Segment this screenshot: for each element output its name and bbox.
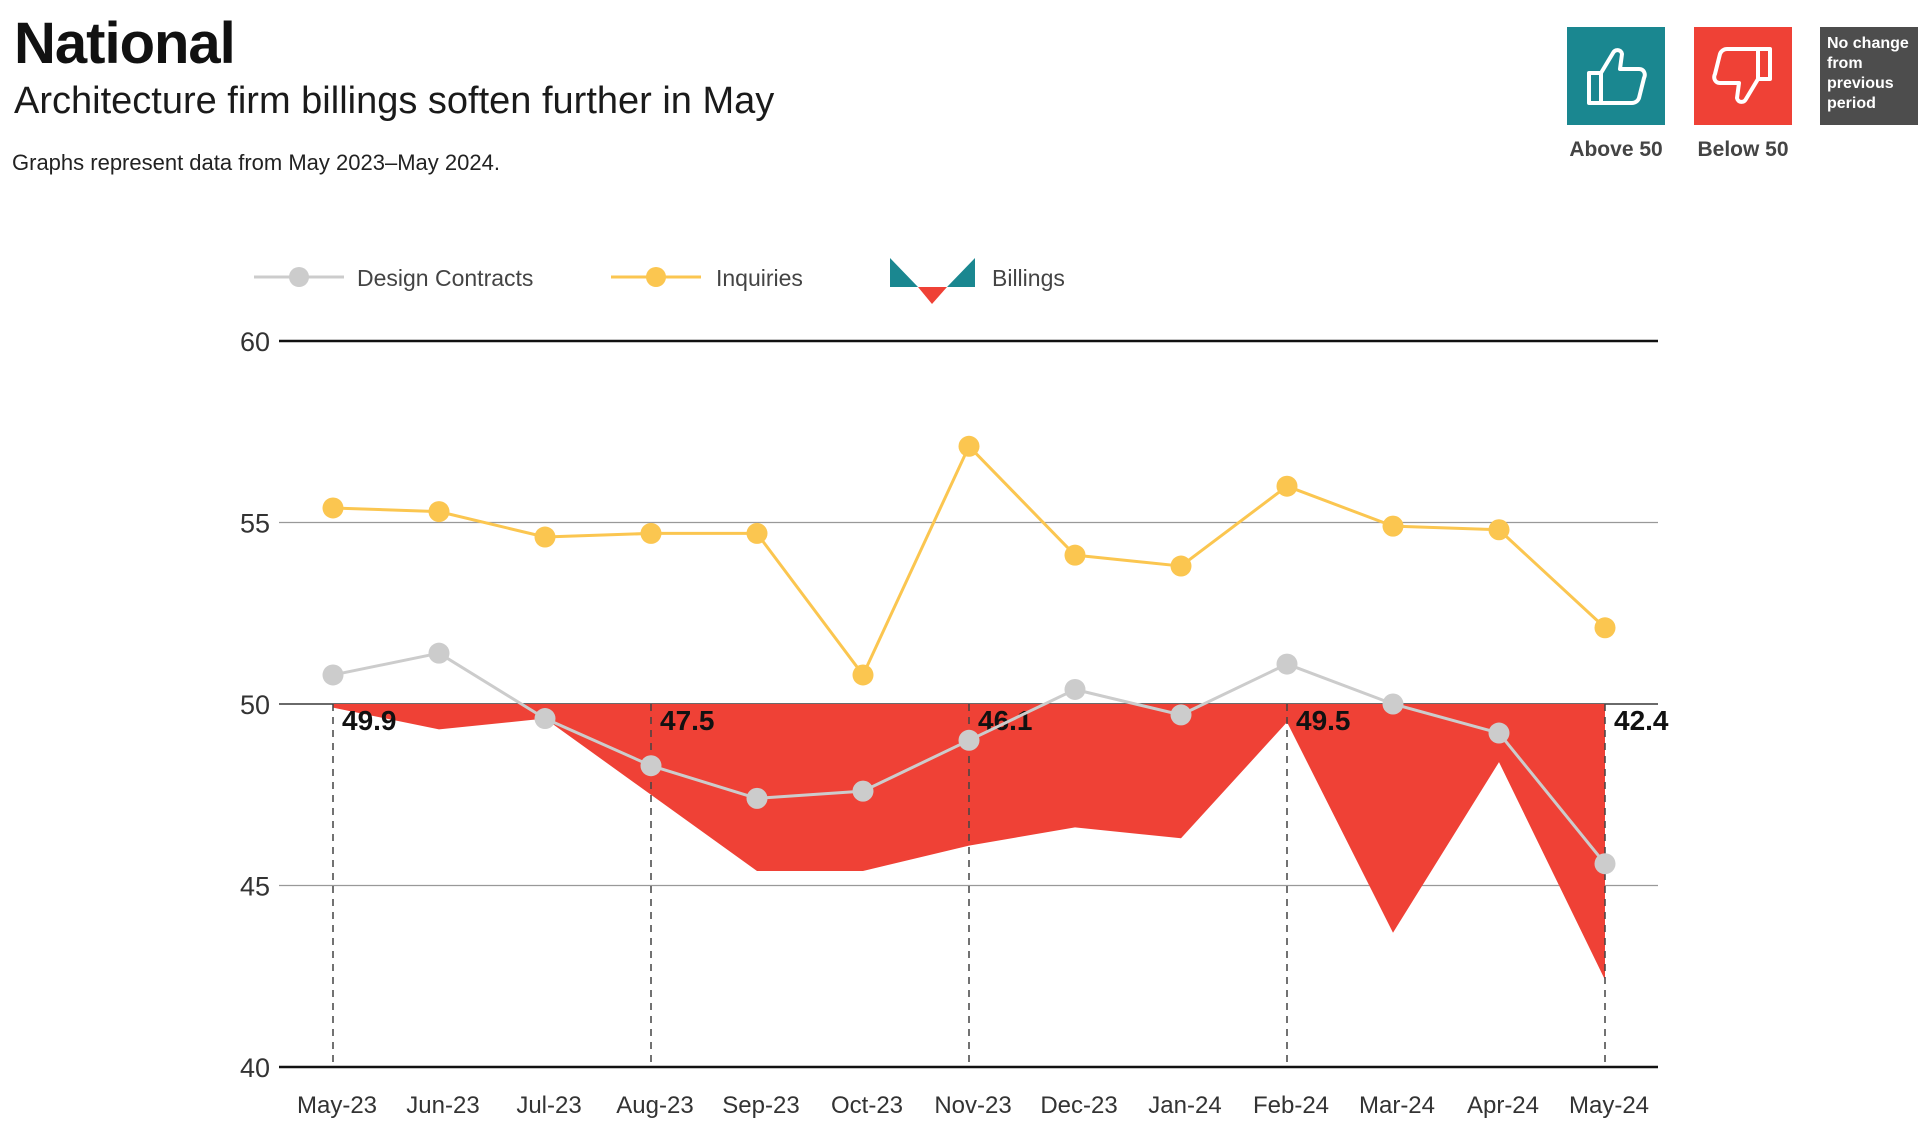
chart-legend: Design Contracts Inquiries Billings [254,258,1065,304]
legend-inquiries-marker [646,267,666,287]
design-contracts-point [1382,693,1404,715]
thumbs-up-icon [1587,48,1647,105]
inquiries-point [1064,544,1086,566]
key-below-50: Below 50 [1694,27,1792,162]
key-below-box [1694,27,1792,125]
page-subtitle: Architecture firm billings soften furthe… [14,80,775,122]
billings-value-label: 49.9 [342,705,397,736]
y-tick-label: 50 [240,690,270,720]
inquiries-point [322,497,344,519]
x-tick-label: Sep-23 [722,1092,799,1119]
x-tick-label: Feb-24 [1253,1092,1329,1119]
inquiries-point [640,522,662,544]
design-contracts-point [1064,678,1086,700]
design-contracts-point [958,729,980,751]
inquiries-point [852,664,874,686]
inquiries-point [1382,515,1404,537]
x-tick-label: Oct-23 [831,1092,903,1119]
key-no-change-line: previous [1827,75,1894,92]
x-tick-label: Jun-23 [406,1092,479,1119]
billings-value-label: 47.5 [660,705,715,736]
billings-legend-icon [890,258,975,304]
thumbs-down-icon [1712,47,1772,104]
x-tick-label: Jan-24 [1148,1092,1221,1119]
inquiries-point [1276,475,1298,497]
key-no-change-line: period [1827,95,1876,112]
design-contracts-point [1488,722,1510,744]
inquiries-point [958,435,980,457]
inquiries-point [1488,519,1510,541]
design-contracts-point [322,664,344,686]
y-tick-label: 55 [240,509,270,539]
key-above-50: Above 50 [1567,27,1665,162]
inquiries-line [332,444,1607,677]
y-tick-label: 40 [240,1053,270,1083]
design-contracts-point [1276,653,1298,675]
inquiries-point [534,526,556,548]
x-tick-label: May-23 [297,1092,377,1119]
x-tick-label: Dec-23 [1040,1092,1117,1119]
key-above-box [1567,27,1665,125]
x-tick-label: Jul-23 [516,1092,581,1119]
billings-value-label: 42.4 [1614,705,1669,736]
design-contracts-point [1170,704,1192,726]
design-contracts-point [746,787,768,809]
x-tick-label: Nov-23 [934,1092,1011,1119]
design-contracts-point [1594,853,1616,875]
y-tick-label: 45 [240,872,270,902]
x-tick-label: Mar-24 [1359,1092,1435,1119]
key-no-change-line: from [1827,55,1863,72]
page-title: National [14,11,236,76]
inquiries-point [1170,555,1192,577]
legend-inquiries-label: Inquiries [716,265,803,291]
inquiries-point [1594,617,1616,639]
key-no-change-line: No change [1827,35,1909,52]
legend-design-contracts-marker [289,267,309,287]
inquiries-point [746,522,768,544]
design-contracts-point [428,642,450,664]
x-tick-label: May-24 [1569,1092,1649,1119]
legend-design-contracts-label: Design Contracts [357,265,533,291]
design-contracts-point [534,708,556,730]
design-contracts-point [640,755,662,777]
key-no-change: No change from previous period [1820,27,1918,125]
design-contracts-point [852,780,874,802]
billings-value-label: 49.5 [1296,705,1351,736]
legend-billings-label: Billings [992,265,1065,291]
key-below-label: Below 50 [1697,138,1789,161]
x-tick-label: Apr-24 [1467,1092,1539,1119]
y-tick-label: 60 [240,327,270,357]
data-range-note: Graphs represent data from May 2023–May … [12,150,500,175]
inquiries-point [428,501,450,523]
x-tick-label: Aug-23 [616,1092,693,1119]
key-above-label: Above 50 [1569,138,1663,161]
